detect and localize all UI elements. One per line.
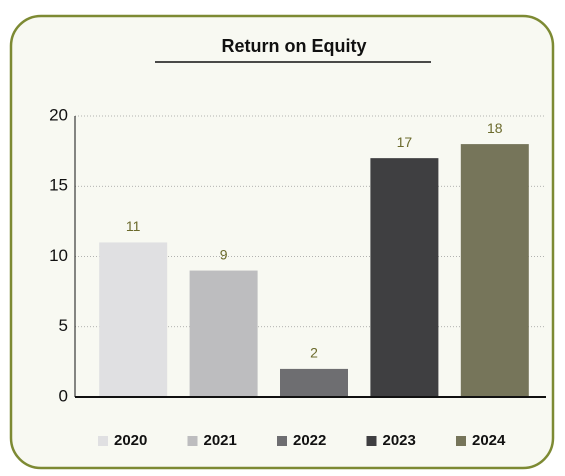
y-tick-label: 0 <box>59 386 68 405</box>
value-label: 11 <box>126 218 141 234</box>
legend-swatch <box>366 436 377 446</box>
y-tick-label: 15 <box>49 176 68 195</box>
value-label: 9 <box>220 246 228 262</box>
legend-swatch <box>187 436 198 446</box>
legend-swatch <box>98 436 108 446</box>
y-tick-label: 10 <box>49 246 68 265</box>
y-tick-label: 5 <box>59 316 68 335</box>
value-label: 18 <box>487 120 503 136</box>
bar <box>189 270 258 397</box>
legend-label: 2020 <box>114 432 147 449</box>
bar <box>370 158 439 397</box>
bar <box>460 144 529 397</box>
legend-label: 2022 <box>293 432 326 449</box>
legend-swatch <box>456 436 466 446</box>
legend-label: 2021 <box>204 432 237 449</box>
bar <box>280 368 348 397</box>
value-label: 2 <box>310 345 318 361</box>
legend-label: 2023 <box>383 432 416 449</box>
y-tick-label: 20 <box>49 105 68 124</box>
value-label: 17 <box>397 134 413 150</box>
legend-label: 2024 <box>472 432 506 449</box>
chart-title: Return on Equity <box>222 36 367 56</box>
bar <box>99 242 168 397</box>
legend-swatch <box>277 436 287 446</box>
